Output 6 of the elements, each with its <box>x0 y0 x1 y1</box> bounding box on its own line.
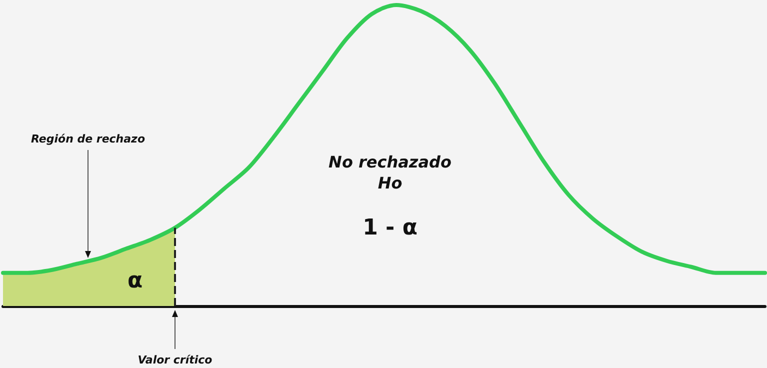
annotation: 1 - α <box>362 216 418 240</box>
annotation: No rechazado <box>328 152 452 172</box>
annotation: Región de rechazo <box>30 132 146 146</box>
annotation: α <box>127 268 143 294</box>
text: Valor crítico <box>138 354 213 366</box>
annotation: Ho <box>378 174 402 192</box>
